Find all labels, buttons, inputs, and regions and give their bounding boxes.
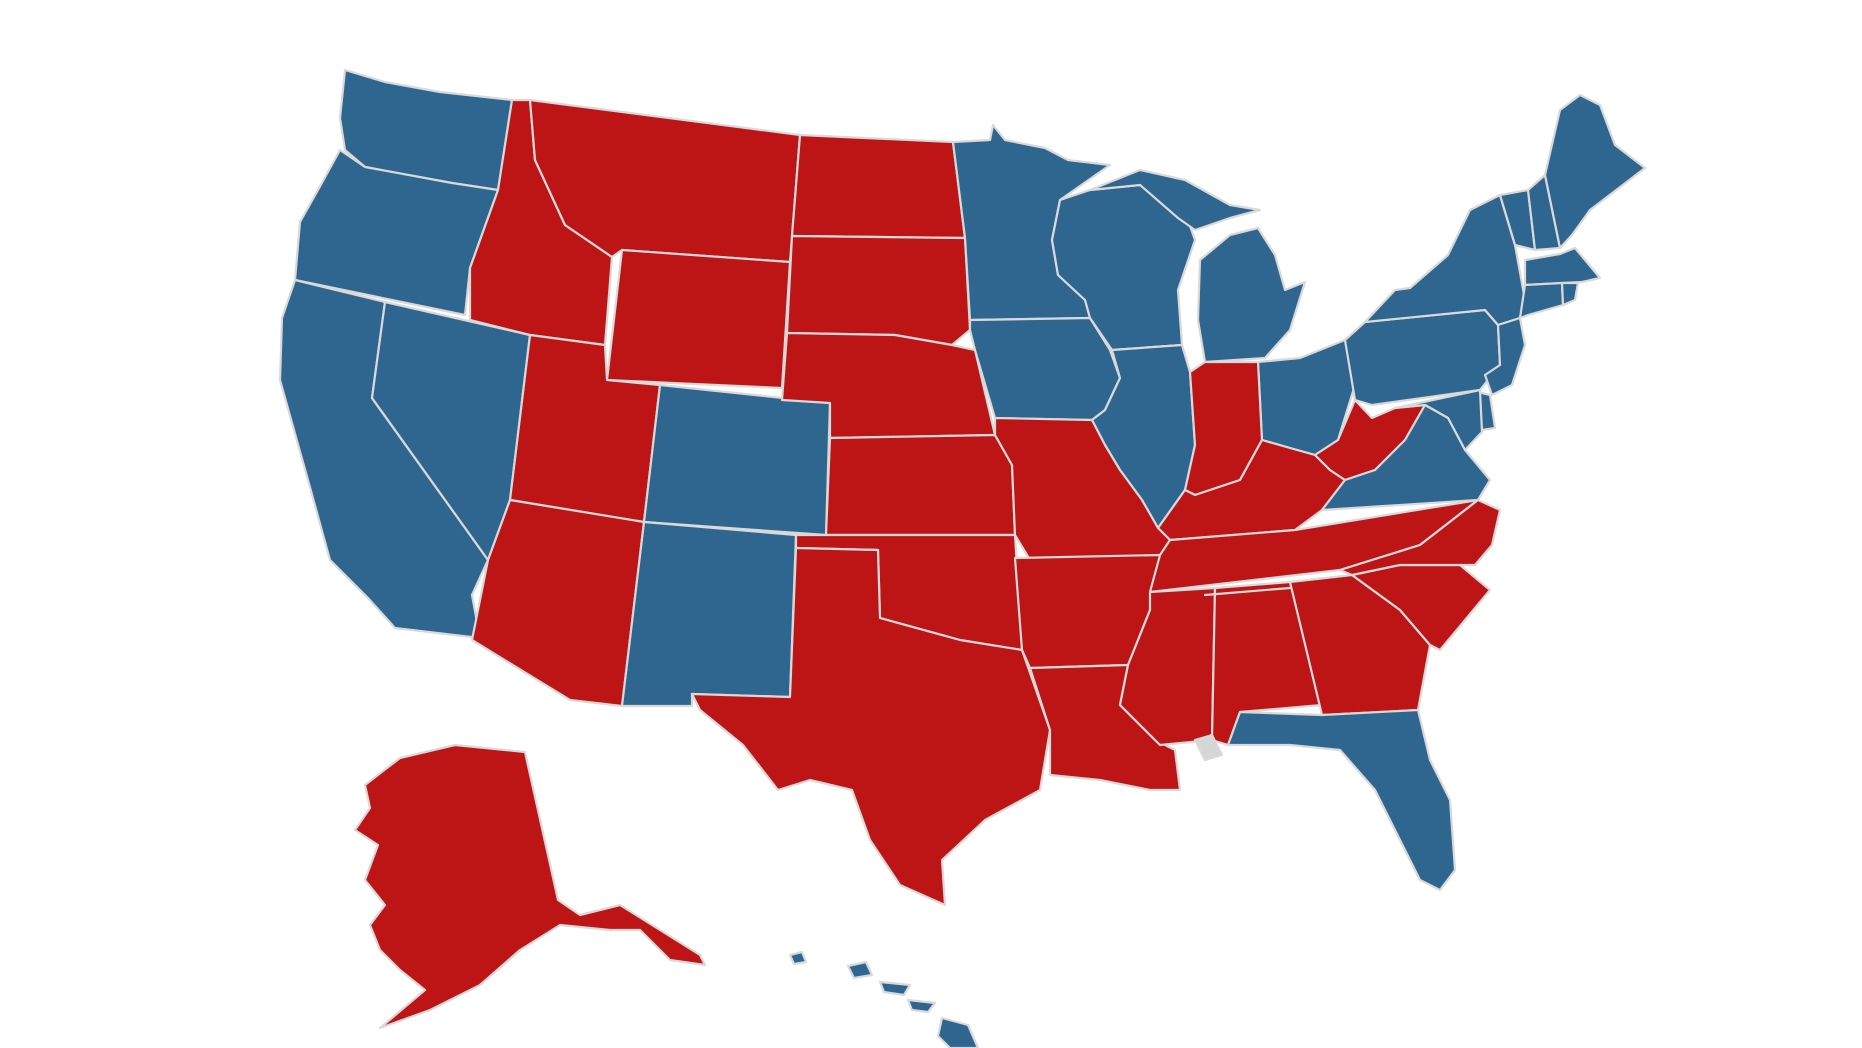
state-hi-4: [906, 998, 937, 1014]
state-wy: [605, 248, 792, 390]
state-ia: [968, 316, 1122, 422]
al-tn-border: [1203, 586, 1292, 597]
state-hi-5: [936, 1016, 980, 1048]
state-me: [1543, 93, 1647, 250]
state-ny: [1363, 193, 1527, 327]
state-ri: [1560, 281, 1580, 307]
state-sd: [785, 234, 972, 347]
state-va: [1320, 403, 1492, 512]
state-nj: [1483, 316, 1527, 397]
state-ma: [1523, 246, 1602, 287]
state-ct: [1518, 281, 1565, 320]
state-hi-2: [846, 960, 874, 980]
state-mi: [1196, 226, 1307, 364]
state-hi-3: [878, 980, 912, 997]
state-or: [293, 148, 500, 317]
state-nc: [1338, 498, 1502, 577]
state-nd: [790, 133, 967, 240]
state-ks: [824, 433, 1017, 537]
state-fl: [1226, 708, 1457, 892]
state-az: [470, 498, 646, 708]
state-ak: [353, 743, 707, 1030]
state-hi-1: [788, 950, 808, 966]
state-mi-up: [1088, 168, 1262, 232]
state-tx: [690, 546, 1052, 907]
state-al-mobile: [1193, 733, 1224, 762]
state-nm: [620, 520, 798, 708]
state-co: [642, 383, 832, 537]
